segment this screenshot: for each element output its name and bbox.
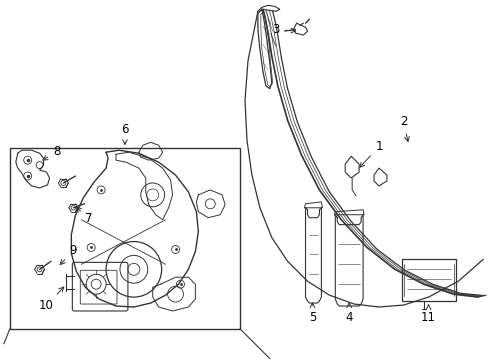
Bar [10, 148, 240, 329]
Text: 1: 1 [360, 140, 383, 167]
Text: 10: 10 [39, 287, 64, 312]
Text: 9: 9 [60, 244, 77, 265]
Text: 6: 6 [121, 123, 129, 144]
Text: 3: 3 [272, 23, 296, 36]
Text: 8: 8 [43, 145, 60, 160]
Text: 5: 5 [309, 303, 316, 324]
Text: 4: 4 [345, 303, 353, 324]
Text: 7: 7 [76, 207, 93, 225]
Text: 11: 11 [421, 305, 436, 324]
Text: 2: 2 [400, 116, 409, 141]
